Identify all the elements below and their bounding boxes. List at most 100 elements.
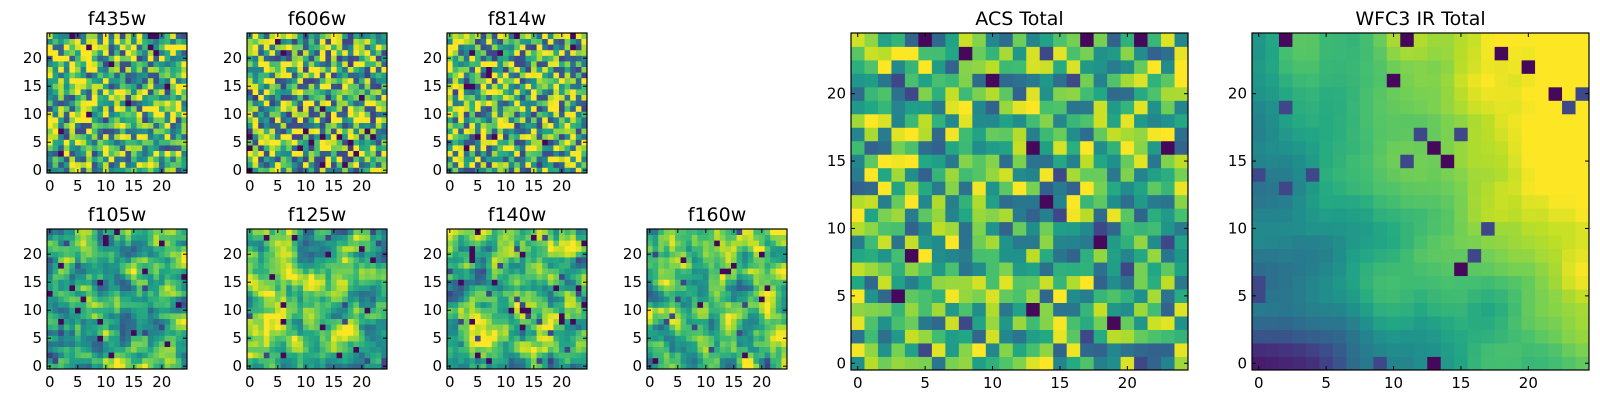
heatmap-cell xyxy=(1134,235,1148,250)
panel-title: f105w xyxy=(88,204,147,226)
heatmap-cell xyxy=(175,133,182,140)
y-tick-label: 0 xyxy=(32,161,42,179)
heatmap-cell xyxy=(691,357,698,364)
heatmap-cell xyxy=(1147,194,1162,209)
heatmap-cell xyxy=(63,117,70,123)
heatmap-cell xyxy=(181,257,188,263)
heatmap-cell xyxy=(525,122,532,129)
heatmap-cell xyxy=(347,161,354,168)
heatmap-cell xyxy=(525,318,532,325)
heatmap-cell xyxy=(486,301,493,308)
heatmap-cell xyxy=(972,221,987,236)
heatmap-cell xyxy=(669,290,676,297)
heatmap-cell xyxy=(342,329,349,336)
heatmap-cell xyxy=(247,89,253,95)
heatmap-cell xyxy=(491,268,498,275)
heatmap-cell xyxy=(108,346,115,353)
heatmap-cell xyxy=(945,262,960,277)
heatmap-cell xyxy=(469,167,476,174)
heatmap-cell xyxy=(381,133,388,140)
heatmap-cell xyxy=(47,61,53,67)
heatmap-cell xyxy=(142,94,149,101)
heatmap-cell xyxy=(452,229,459,235)
heatmap-cell xyxy=(336,346,343,353)
heatmap-cell xyxy=(175,335,182,342)
heatmap-cell xyxy=(303,83,309,90)
heatmap-cell xyxy=(697,352,704,359)
heatmap-cell xyxy=(480,240,487,247)
heatmap-cell xyxy=(1080,248,1095,263)
heatmap-cell xyxy=(69,105,76,112)
heatmap-cell xyxy=(136,346,143,353)
heatmap-cell xyxy=(336,352,343,359)
heatmap-cell xyxy=(514,352,521,359)
heatmap-cell xyxy=(164,324,171,331)
heatmap-cell xyxy=(525,341,532,347)
heatmap-cell xyxy=(359,100,365,107)
heatmap-cell xyxy=(103,83,109,90)
heatmap-cell xyxy=(497,307,504,314)
heatmap-cell xyxy=(519,156,526,163)
heatmap-cell xyxy=(775,285,782,291)
y-tick-label: 0 xyxy=(32,357,42,375)
heatmap-cell xyxy=(491,145,498,151)
heatmap-cell xyxy=(747,257,754,263)
heatmap-cell xyxy=(931,154,946,169)
heatmap-cell xyxy=(491,111,498,118)
heatmap-cell xyxy=(918,248,933,263)
heatmap-cell xyxy=(280,72,287,79)
heatmap-cell xyxy=(714,307,721,314)
heatmap-cell xyxy=(347,66,354,73)
heatmap-cell xyxy=(263,257,270,263)
heatmap-cell xyxy=(119,139,126,146)
heatmap-cell xyxy=(381,285,388,291)
heatmap-cell xyxy=(164,72,171,79)
heatmap-cell xyxy=(658,341,665,347)
heatmap-cell xyxy=(114,105,121,112)
heatmap-cell xyxy=(458,150,465,157)
heatmap-cell xyxy=(164,363,171,370)
heatmap-cell xyxy=(131,240,137,247)
heatmap-cell xyxy=(985,154,1000,169)
heatmap-cell xyxy=(86,240,93,247)
heatmap-cell xyxy=(581,33,588,39)
heatmap-cell xyxy=(347,363,354,370)
heatmap-cell xyxy=(931,316,946,330)
heatmap-cell xyxy=(52,318,59,325)
heatmap-cell xyxy=(458,89,465,95)
heatmap-cell xyxy=(497,285,504,291)
heatmap-cell xyxy=(291,61,298,67)
heatmap-cell xyxy=(247,117,253,123)
heatmap-cell xyxy=(80,55,87,62)
heatmap-cell xyxy=(319,77,326,84)
heatmap-cell xyxy=(342,49,349,56)
heatmap-cell xyxy=(675,290,681,297)
heatmap-cell xyxy=(97,245,104,252)
heatmap-cell xyxy=(480,307,487,314)
heatmap-cell xyxy=(52,234,59,241)
heatmap-cell xyxy=(164,55,171,62)
heatmap-cell xyxy=(97,341,104,347)
heatmap-cell xyxy=(331,296,337,303)
heatmap-cell xyxy=(97,61,104,67)
heatmap-cell xyxy=(159,240,165,247)
heatmap-cell xyxy=(75,301,81,308)
heatmap-cell xyxy=(280,111,287,118)
heatmap-cell xyxy=(663,341,670,347)
heatmap-cell xyxy=(136,273,143,280)
heatmap-cell xyxy=(80,251,87,258)
heatmap-cell xyxy=(325,346,332,353)
heatmap-cell xyxy=(103,301,109,308)
heatmap-cell xyxy=(331,105,337,112)
heatmap-cell xyxy=(359,318,365,325)
heatmap-cell xyxy=(1134,343,1148,357)
heatmap-cell xyxy=(581,44,588,51)
heatmap-cell xyxy=(303,117,309,123)
heatmap-cell xyxy=(480,55,487,62)
heatmap-cell xyxy=(280,83,287,90)
heatmap-cell xyxy=(663,279,670,286)
x-tick-label: 5 xyxy=(673,373,683,391)
heatmap-cell xyxy=(759,279,765,286)
heatmap-cell xyxy=(575,341,582,347)
